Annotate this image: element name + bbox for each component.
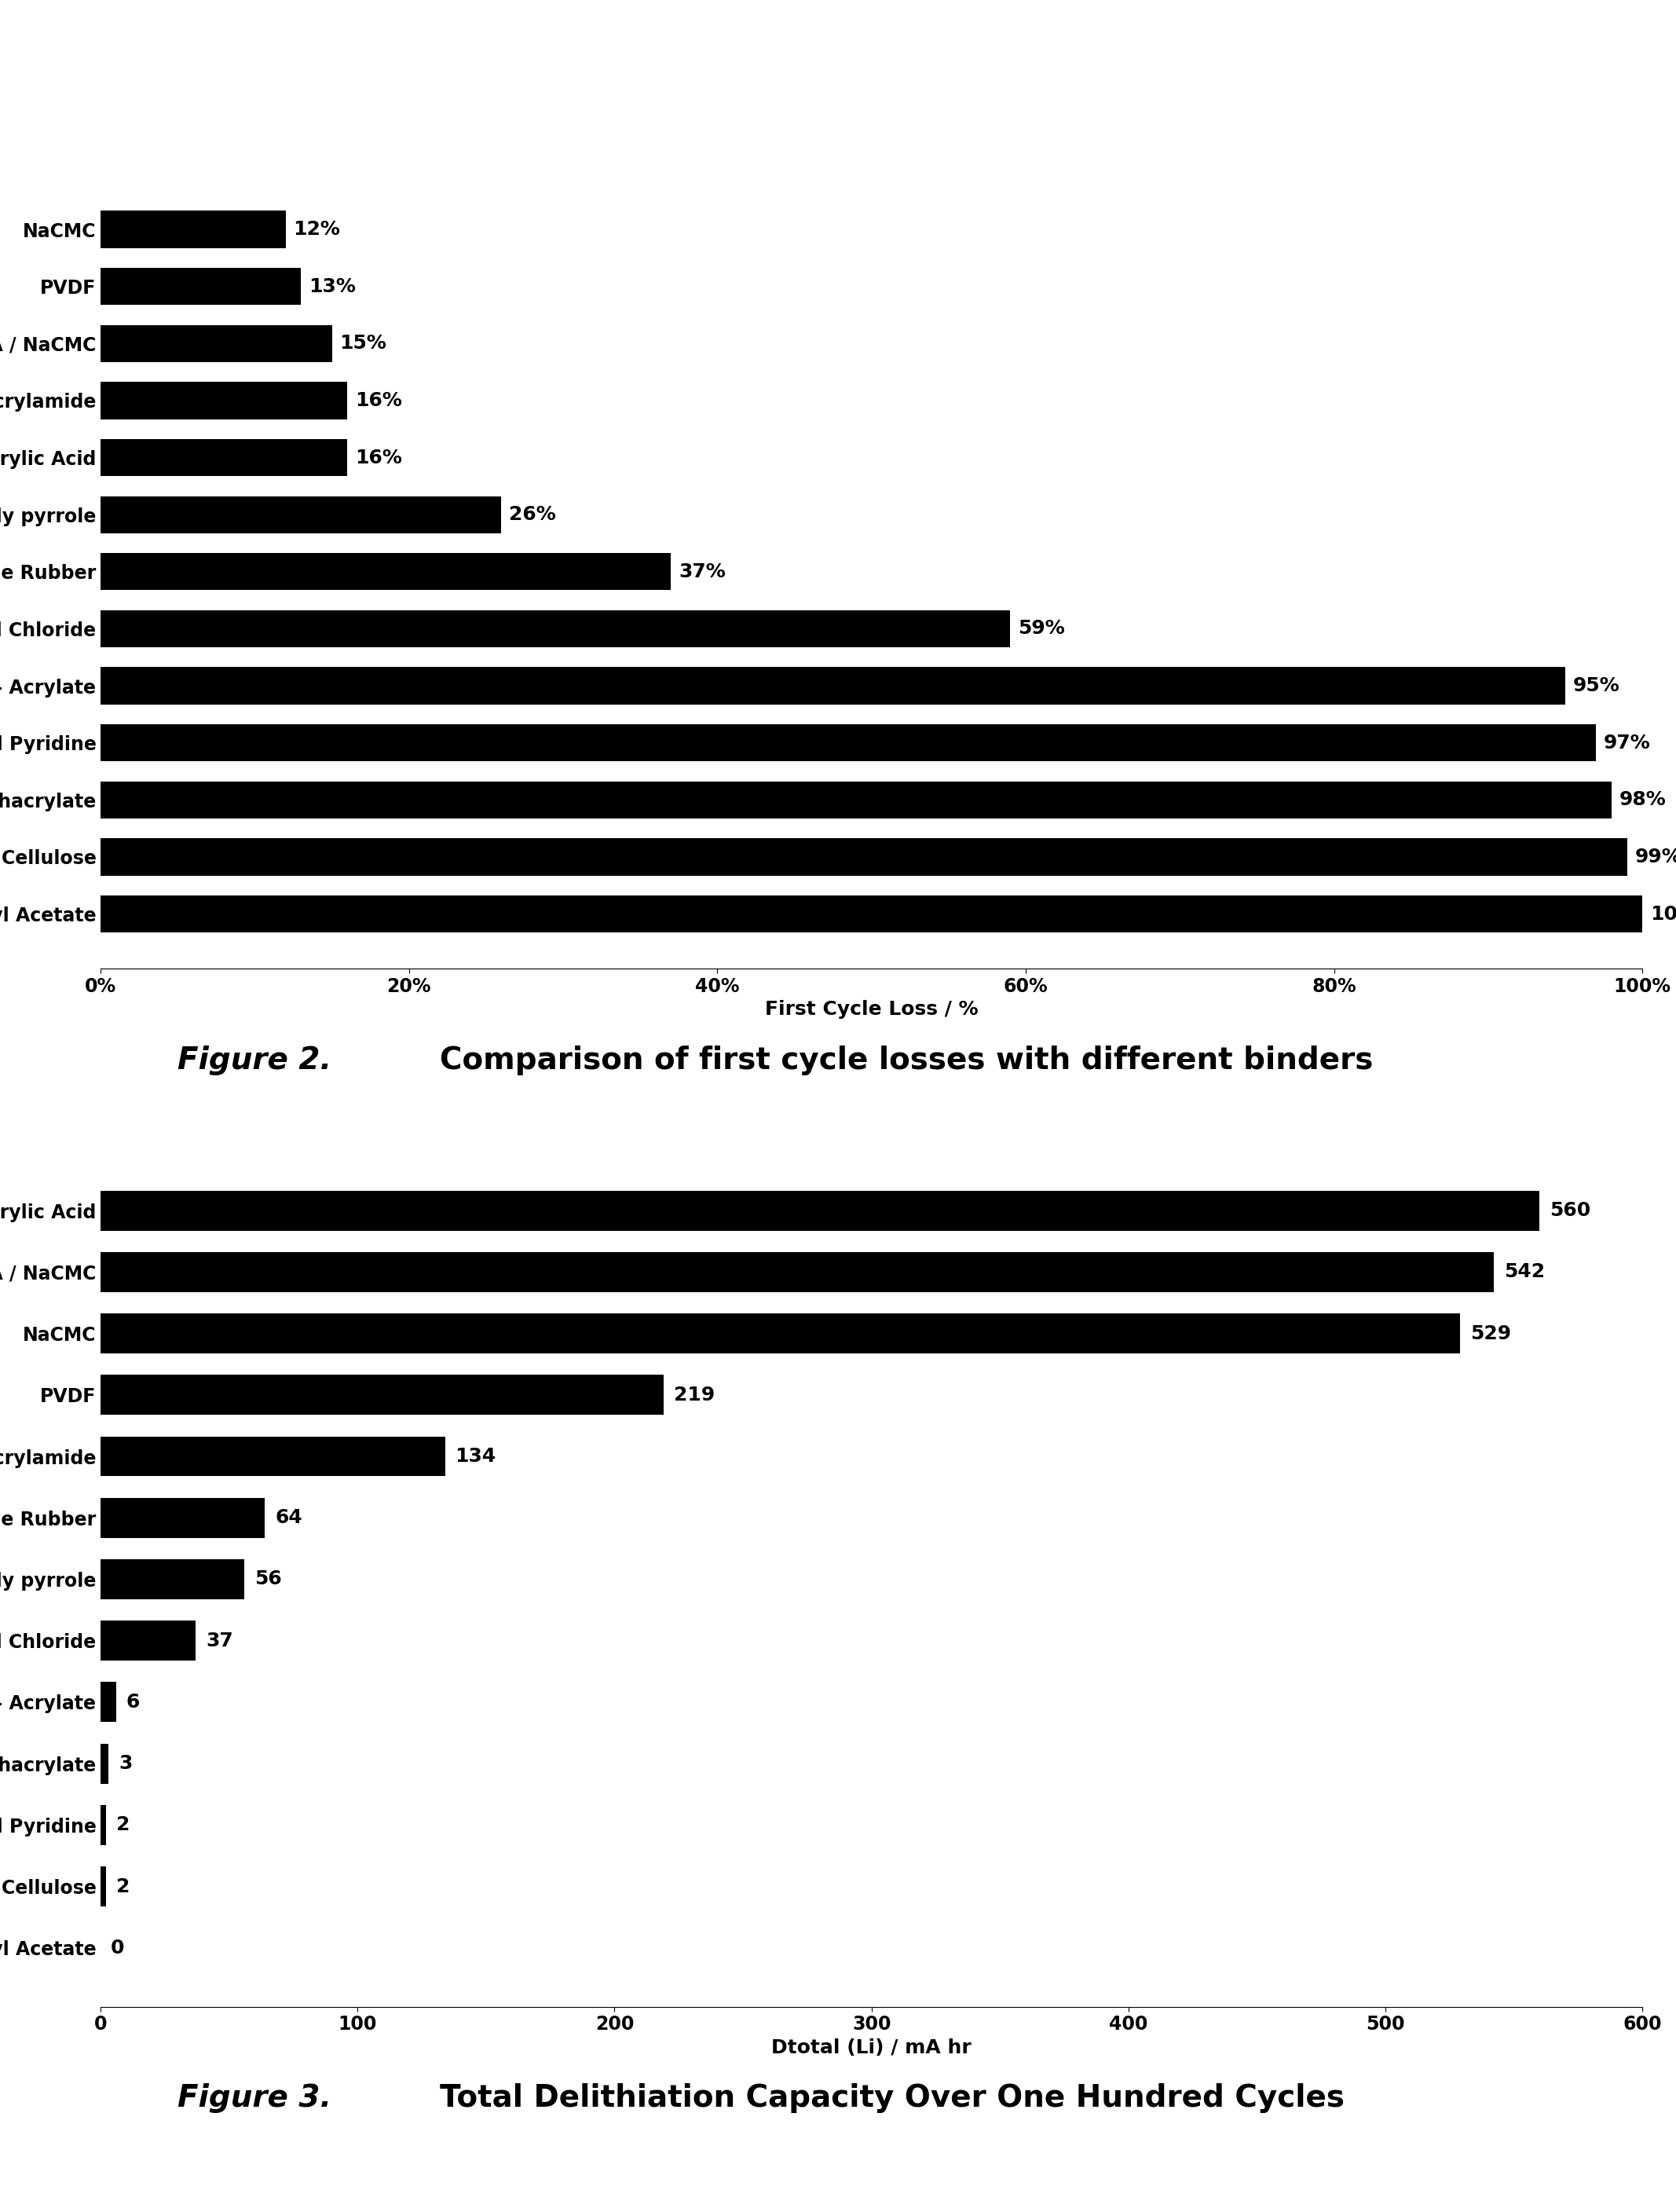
Text: 3: 3 <box>119 1754 132 1774</box>
Bar <box>101 1252 1493 1292</box>
Bar <box>101 438 347 476</box>
Bar <box>101 1681 116 1723</box>
X-axis label: Dtotal (Li) / mA hr: Dtotal (Li) / mA hr <box>771 2037 972 2057</box>
Bar <box>101 268 302 305</box>
Text: 26%: 26% <box>510 504 556 524</box>
Text: 560: 560 <box>1550 1201 1591 1221</box>
Bar <box>101 611 1011 648</box>
Bar <box>101 1559 245 1599</box>
Text: 542: 542 <box>1503 1263 1545 1281</box>
Text: 100%: 100% <box>1651 905 1676 922</box>
Bar <box>101 1498 265 1537</box>
Bar <box>101 210 285 248</box>
X-axis label: First Cycle Loss / %: First Cycle Loss / % <box>764 1000 979 1020</box>
Text: 529: 529 <box>1470 1325 1512 1343</box>
Text: 2: 2 <box>116 1878 129 1896</box>
Bar <box>101 1314 1460 1354</box>
Text: 16%: 16% <box>355 392 402 409</box>
Text: 2: 2 <box>116 1816 129 1834</box>
Bar <box>101 838 1627 876</box>
Bar <box>101 896 1642 933</box>
Bar <box>101 1190 1540 1230</box>
Text: 98%: 98% <box>1619 790 1666 810</box>
Text: 37%: 37% <box>679 562 726 582</box>
Text: 56: 56 <box>255 1571 282 1588</box>
Bar <box>101 1621 196 1661</box>
Text: 219: 219 <box>674 1385 714 1405</box>
Text: 6: 6 <box>126 1692 139 1712</box>
Bar <box>101 383 347 418</box>
Text: 95%: 95% <box>1574 677 1621 695</box>
Text: 12%: 12% <box>293 219 340 239</box>
Text: 99%: 99% <box>1634 847 1676 867</box>
Bar <box>101 668 1565 703</box>
Text: Total Delithiation Capacity Over One Hundred Cycles: Total Delithiation Capacity Over One Hun… <box>439 2084 1344 2112</box>
Text: 0: 0 <box>111 1938 124 1958</box>
Bar <box>101 1436 444 1475</box>
Text: Comparison of first cycle losses with different binders: Comparison of first cycle losses with di… <box>439 1046 1373 1075</box>
Bar <box>101 1743 109 1783</box>
Text: 16%: 16% <box>355 449 402 467</box>
Bar <box>101 1805 106 1845</box>
Text: 134: 134 <box>456 1447 496 1467</box>
Text: 15%: 15% <box>340 334 387 354</box>
Bar <box>101 723 1596 761</box>
Text: 64: 64 <box>275 1509 303 1526</box>
Text: Figure 3.: Figure 3. <box>178 2084 332 2112</box>
Bar <box>101 553 670 591</box>
Bar <box>101 781 1612 818</box>
Text: 97%: 97% <box>1604 734 1651 752</box>
Bar <box>101 495 501 533</box>
Bar <box>101 325 332 363</box>
Text: 59%: 59% <box>1017 619 1064 639</box>
Bar <box>101 1376 664 1416</box>
Bar <box>101 1867 106 1907</box>
Text: Figure 2.: Figure 2. <box>178 1046 332 1075</box>
Text: 37: 37 <box>206 1630 233 1650</box>
Text: 13%: 13% <box>308 276 355 296</box>
